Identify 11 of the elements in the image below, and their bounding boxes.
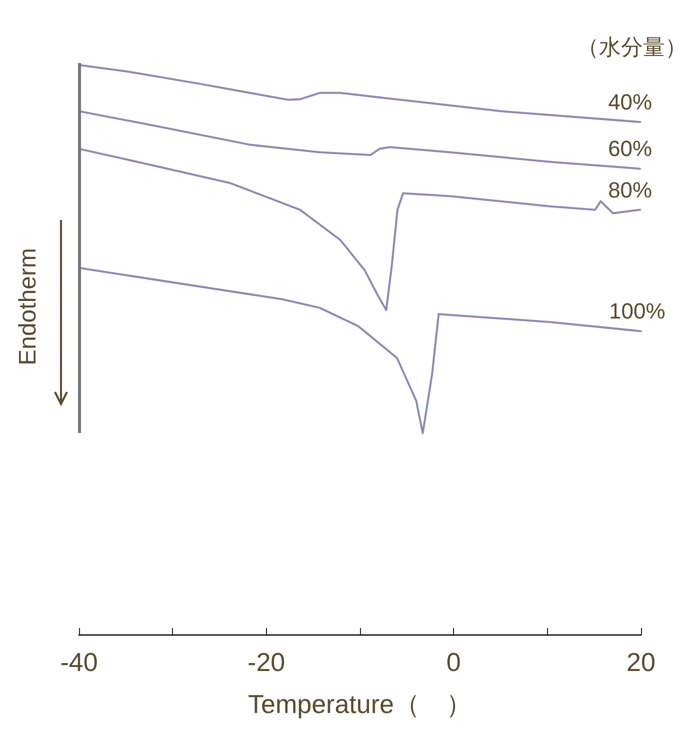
x-tick-label: -20 [248,647,286,677]
series-label: 100% [609,298,666,324]
x-axis-title: Temperature（ ） [248,689,472,719]
series-label: 80% [608,177,652,202]
x-tick-label: 20 [626,647,656,677]
x-tick-label: 0 [446,647,461,677]
series-label: 60% [608,136,652,162]
y-axis-title: Endotherm [14,248,42,366]
legend-title: （水分量） [577,34,687,60]
x-tick-label: -40 [60,647,98,677]
series-label: 40% [608,90,652,114]
